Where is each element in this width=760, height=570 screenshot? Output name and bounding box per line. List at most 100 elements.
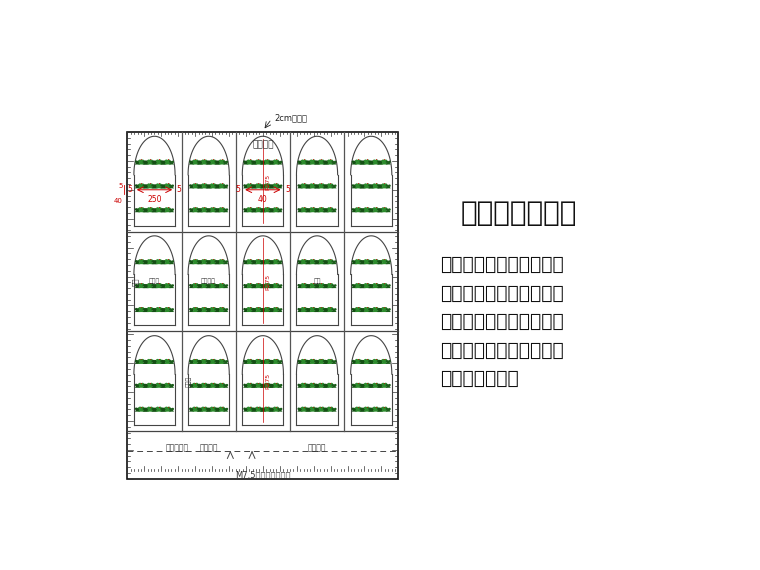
Ellipse shape	[169, 408, 172, 410]
Polygon shape	[214, 284, 220, 288]
Ellipse shape	[379, 260, 382, 263]
Ellipse shape	[363, 308, 366, 311]
Polygon shape	[147, 283, 154, 288]
Ellipse shape	[366, 283, 370, 286]
Polygon shape	[192, 160, 199, 165]
Polygon shape	[156, 160, 162, 165]
Polygon shape	[153, 384, 158, 388]
Polygon shape	[264, 207, 271, 212]
Ellipse shape	[151, 209, 154, 211]
Ellipse shape	[276, 307, 279, 310]
Polygon shape	[201, 259, 207, 264]
Polygon shape	[324, 161, 329, 165]
Ellipse shape	[255, 260, 258, 263]
Polygon shape	[243, 284, 249, 288]
Ellipse shape	[386, 185, 388, 187]
Ellipse shape	[165, 160, 168, 162]
Ellipse shape	[363, 408, 366, 410]
Ellipse shape	[364, 184, 367, 186]
Ellipse shape	[354, 360, 357, 363]
Ellipse shape	[277, 185, 280, 187]
Ellipse shape	[145, 185, 147, 187]
Ellipse shape	[386, 384, 388, 386]
Ellipse shape	[215, 160, 218, 163]
Ellipse shape	[135, 360, 138, 363]
Ellipse shape	[386, 308, 388, 311]
Polygon shape	[360, 161, 366, 165]
Ellipse shape	[362, 161, 364, 163]
Polygon shape	[369, 260, 375, 264]
Ellipse shape	[368, 284, 371, 287]
Polygon shape	[160, 260, 165, 264]
Ellipse shape	[325, 408, 328, 410]
Text: R275: R275	[266, 373, 271, 389]
Ellipse shape	[369, 284, 372, 287]
Ellipse shape	[192, 207, 196, 210]
Polygon shape	[223, 360, 228, 364]
Polygon shape	[360, 384, 366, 388]
Ellipse shape	[372, 307, 376, 310]
Ellipse shape	[192, 160, 195, 163]
Polygon shape	[214, 209, 220, 212]
Ellipse shape	[138, 160, 141, 162]
Polygon shape	[386, 284, 391, 288]
Ellipse shape	[192, 359, 196, 362]
Ellipse shape	[198, 260, 201, 263]
Ellipse shape	[316, 284, 319, 287]
Polygon shape	[386, 260, 391, 264]
Ellipse shape	[214, 161, 217, 163]
Ellipse shape	[138, 283, 141, 286]
Ellipse shape	[207, 208, 209, 211]
Polygon shape	[318, 383, 325, 388]
Polygon shape	[144, 360, 149, 364]
Text: 锦脚石: 锦脚石	[149, 279, 160, 284]
Ellipse shape	[217, 360, 220, 363]
Polygon shape	[215, 384, 220, 388]
Polygon shape	[246, 283, 253, 288]
Ellipse shape	[300, 260, 302, 263]
Ellipse shape	[375, 207, 378, 210]
Ellipse shape	[308, 384, 310, 386]
Polygon shape	[355, 383, 361, 388]
Polygon shape	[363, 259, 370, 264]
Ellipse shape	[306, 161, 308, 163]
Ellipse shape	[325, 260, 328, 263]
Polygon shape	[352, 384, 357, 388]
Ellipse shape	[201, 283, 204, 286]
Ellipse shape	[371, 360, 373, 363]
Ellipse shape	[255, 408, 258, 410]
Polygon shape	[198, 260, 203, 264]
Ellipse shape	[369, 408, 372, 410]
Ellipse shape	[261, 384, 264, 386]
Ellipse shape	[147, 207, 150, 210]
Ellipse shape	[160, 185, 163, 187]
Ellipse shape	[260, 185, 262, 187]
Ellipse shape	[215, 184, 218, 187]
Ellipse shape	[197, 161, 199, 163]
Polygon shape	[360, 185, 366, 188]
Ellipse shape	[271, 209, 274, 211]
Ellipse shape	[271, 308, 274, 311]
Ellipse shape	[268, 185, 271, 187]
Ellipse shape	[362, 284, 364, 287]
Ellipse shape	[318, 382, 321, 386]
Ellipse shape	[247, 382, 250, 386]
Polygon shape	[192, 207, 199, 212]
Ellipse shape	[251, 360, 254, 363]
Ellipse shape	[209, 184, 212, 187]
Ellipse shape	[255, 208, 258, 211]
Ellipse shape	[219, 359, 222, 362]
Polygon shape	[210, 283, 217, 288]
Ellipse shape	[159, 184, 162, 186]
Ellipse shape	[189, 284, 192, 287]
Ellipse shape	[165, 184, 168, 186]
Ellipse shape	[352, 160, 354, 163]
Polygon shape	[309, 259, 316, 264]
Ellipse shape	[201, 259, 204, 262]
Polygon shape	[207, 384, 212, 388]
Polygon shape	[143, 209, 147, 212]
Polygon shape	[201, 160, 207, 165]
Ellipse shape	[165, 382, 168, 386]
Polygon shape	[314, 260, 319, 264]
Ellipse shape	[355, 283, 359, 286]
